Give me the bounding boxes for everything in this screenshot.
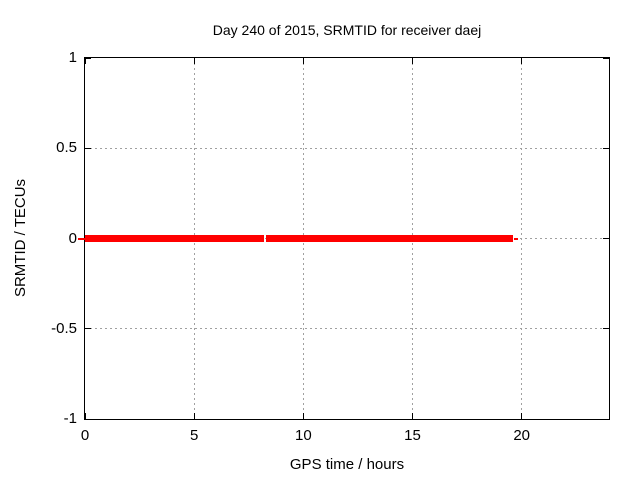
series-segment — [514, 237, 519, 240]
chart-title: Day 240 of 2015, SRMTID for receiver dae… — [212, 22, 482, 38]
y-tick-mark-right — [603, 418, 609, 420]
x-tick-label: 10 — [294, 427, 312, 444]
series-segment — [85, 235, 265, 242]
series-segment — [77, 237, 85, 240]
y-gridline — [85, 328, 609, 330]
y-tick-mark-right — [603, 238, 609, 239]
x-tick-mark-top — [521, 58, 523, 64]
y-tick-label: 1 — [68, 49, 77, 66]
x-axis-label: GPS time / hours — [289, 456, 405, 473]
y-tick-mark-left — [85, 147, 91, 149]
y-tick-mark-right — [603, 57, 609, 59]
y-tick-mark-right — [603, 328, 609, 330]
y-tick-mark-right — [603, 147, 609, 149]
y-tick-label: 0.5 — [56, 139, 77, 157]
x-tick-label: 5 — [189, 427, 199, 444]
y-tick-mark-left — [85, 328, 91, 330]
y-gridline — [85, 147, 609, 149]
x-tick-mark-bottom — [84, 413, 86, 419]
y-tick-label: -1 — [63, 410, 77, 427]
y-tick-label: 0 — [68, 229, 77, 247]
plot-area — [77, 57, 610, 420]
x-tick-mark-bottom — [193, 413, 195, 419]
x-tick-mark-top — [302, 58, 304, 64]
x-tick-mark-top — [412, 58, 413, 64]
y-tick-label: -0.5 — [51, 319, 77, 337]
x-tick-mark-bottom — [521, 413, 523, 419]
x-tick-mark-top — [193, 58, 195, 64]
x-tick-label: 0 — [80, 427, 90, 444]
series-segment — [266, 235, 513, 242]
x-tick-mark-bottom — [302, 413, 304, 419]
y-tick-mark-left — [85, 57, 91, 59]
x-tick-mark-top — [84, 58, 86, 64]
y-tick-mark-left — [85, 418, 91, 420]
x-tick-label: 15 — [404, 427, 421, 444]
x-tick-label: 20 — [513, 427, 530, 444]
x-tick-mark-bottom — [412, 413, 413, 419]
